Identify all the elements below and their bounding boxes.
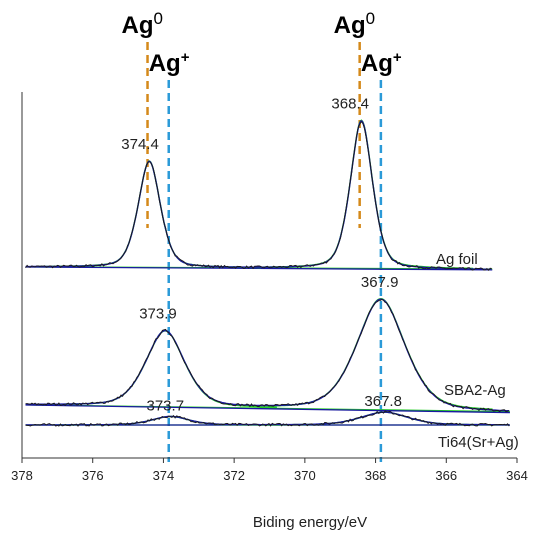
peak-label-367.8: 367.8 [364,393,402,410]
ag-foil-background [25,266,493,271]
peak-label-368.4: 368.4 [331,96,369,113]
x-axis-title: Biding energy/eV [253,514,367,531]
peak-label-373.9: 373.9 [139,306,177,323]
x-ticks: 378 376 374 372 370 368 366 364 [11,458,528,483]
sba2-ag-raw-data [25,298,510,413]
x-tick-label-366: 366 [435,468,457,483]
peak-label-367.9: 367.9 [361,274,399,291]
ti64-sr-ag--envelope [25,411,510,426]
oxidation-state-labels: Ag0 Ag0 Ag+ Ag+ [122,9,402,77]
state-label-agplus-367.85: Ag+ [361,49,402,77]
x-tick-label-364: 364 [506,468,528,483]
peak-label-373.7: 373.7 [147,397,185,414]
state-label-agplus-373.85: Ag+ [149,49,190,77]
ti64-sr-ag--raw-data [25,410,510,427]
state-label-ag0-368.45: Ag0 [334,9,375,39]
x-tick-label-370: 370 [294,468,316,483]
sample-label-ag-foil: Ag foil [436,251,478,268]
reference-lines [146,42,383,462]
sba2-ag-envelope [25,298,510,412]
ag-foil-raw-data [25,120,492,272]
x-tick-label-376: 376 [82,468,104,483]
axes [21,92,517,459]
peak-labels: 374.4 368.4 373.9 367.9 373.7 367.8 [121,96,402,415]
sample-labels: Ag foil SBA2-Ag Ti64(Sr+Ag) [436,251,519,451]
ti64-sr-ag--component-367.8 [271,411,497,426]
sample-label-sba2-ag: SBA2-Ag [444,382,506,399]
ag-foil-component-368.4 [248,119,474,270]
spectra-traces [25,119,510,427]
sba2-ag-component-373.9 [52,330,277,409]
x-tick-label-368: 368 [365,468,387,483]
sample-label-ti64-sr-ag-: Ti64(Sr+Ag) [438,434,519,451]
x-tick-label-378: 378 [11,468,33,483]
x-tick-label-372: 372 [223,468,245,483]
peak-label-374.4: 374.4 [121,136,159,153]
state-label-ag0-374.45: Ag0 [122,9,163,39]
ag-foil-envelope [25,120,491,270]
sba2-ag-background [25,404,510,414]
x-tick-label-374: 374 [153,468,175,483]
